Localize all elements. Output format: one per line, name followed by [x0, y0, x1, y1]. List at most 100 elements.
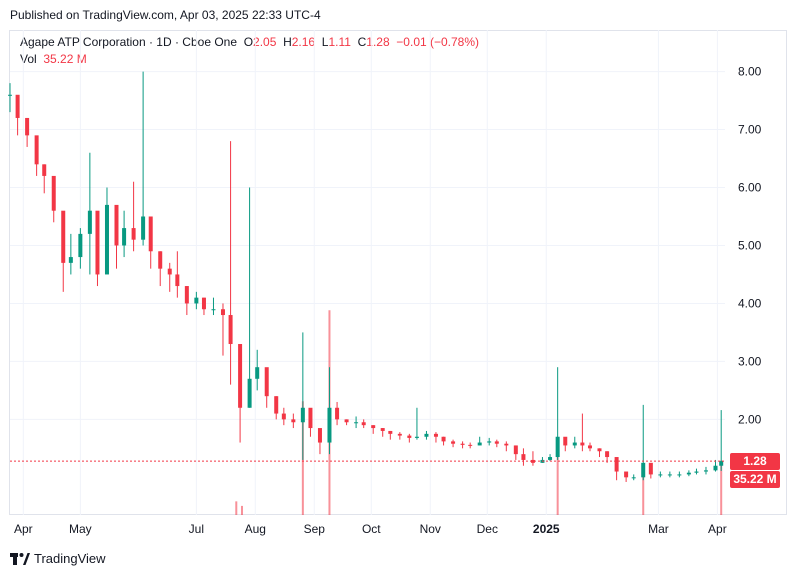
candle-body — [8, 94, 12, 96]
candle-body — [388, 430, 393, 434]
candle-body — [548, 457, 553, 460]
candle-body — [25, 117, 30, 136]
time-axis: Apr May Jul Aug Sep Oct Nov Dec 2025 Mar Apr — [14, 522, 727, 536]
ohlc-legend: Agape ATP Corporation · 1D · Cboe One O2… — [20, 35, 479, 49]
candle-body — [572, 442, 577, 446]
candle-body — [255, 367, 260, 379]
high-value: 2.16 — [291, 35, 316, 49]
candle-body — [131, 228, 136, 240]
last-volume-badge: 35.22 M — [730, 471, 780, 489]
published-caption: Published on TradingView.com, Apr 03, 20… — [10, 8, 321, 22]
candle-body — [104, 204, 109, 275]
candle-body — [78, 233, 83, 258]
candle-body — [677, 474, 682, 476]
candle-body — [686, 472, 691, 475]
candle-body — [597, 448, 602, 452]
candle-body — [247, 378, 252, 408]
candle-body — [317, 428, 322, 443]
candle-body — [477, 442, 482, 446]
close-label: C — [357, 35, 367, 49]
candle-body — [274, 396, 279, 414]
volume-bar — [240, 505, 243, 515]
footer-brand[interactable]: TradingView — [10, 551, 106, 566]
x-tick-label: May — [69, 522, 92, 536]
candle-body — [281, 413, 286, 420]
candle-body — [414, 436, 419, 438]
candle-body — [264, 367, 269, 397]
candle-body — [220, 309, 225, 316]
candle-body — [300, 407, 305, 423]
candle-body — [308, 407, 313, 429]
change-value: −0.01 (−0.78%) — [396, 35, 480, 49]
volume-bar — [720, 460, 723, 515]
candle-body — [468, 444, 473, 446]
candle-body — [555, 436, 560, 458]
y-tick-label: 7.00 — [738, 123, 762, 137]
candle-body — [667, 474, 672, 476]
candle-body — [521, 454, 526, 460]
candle-body — [460, 443, 465, 445]
candle-body — [335, 407, 340, 420]
x-tick-label: Apr — [708, 522, 727, 536]
candle-body — [703, 470, 708, 472]
candle-body — [719, 461, 724, 466]
candle-body — [141, 216, 146, 240]
x-tick-label: 2025 — [533, 522, 560, 536]
y-tick-label: 4.00 — [738, 296, 762, 310]
y-tick-label: 5.00 — [738, 238, 762, 252]
tradingview-logo-icon — [10, 552, 30, 565]
candles — [8, 71, 724, 482]
last-price-badge: 1.28 — [730, 453, 780, 471]
candle-body — [371, 425, 376, 429]
candle-body — [424, 433, 429, 437]
symbol-title: Agape ATP Corporation · 1D · Cboe One — [20, 35, 238, 49]
x-tick-label: Oct — [362, 522, 381, 536]
candle-body — [327, 407, 332, 443]
open-value: 2.05 — [253, 35, 277, 49]
candle-body — [563, 436, 568, 446]
x-tick-label: Jul — [189, 522, 204, 536]
candle-body — [42, 164, 47, 176]
y-tick-label: 8.00 — [738, 65, 762, 79]
volume-value: 35.22 M — [43, 52, 87, 66]
candle-body — [624, 471, 629, 478]
candle-body — [380, 428, 385, 431]
x-tick-label: Apr — [14, 522, 33, 536]
candle-body — [15, 94, 20, 118]
candle-body — [228, 315, 233, 345]
candle-body — [122, 228, 127, 246]
candle-body — [201, 297, 206, 310]
candle-body — [631, 477, 636, 479]
brand-name: TradingView — [34, 551, 106, 566]
volume-bar — [235, 501, 238, 515]
gridlines — [10, 30, 725, 515]
candle-body — [34, 135, 39, 165]
volume-bar — [642, 474, 645, 515]
candle-body — [194, 297, 199, 304]
x-tick-label: Nov — [420, 522, 441, 536]
candle-body — [87, 210, 92, 234]
chart-frame — [9, 30, 787, 515]
volume-bars — [235, 310, 723, 515]
candle-body — [407, 435, 412, 438]
candle-body — [504, 443, 509, 446]
candle-body — [95, 210, 100, 275]
candle-body — [587, 445, 592, 449]
candle-body — [175, 274, 180, 287]
candle-body — [148, 216, 153, 252]
y-tick-label: 2.00 — [738, 412, 762, 426]
candle-body — [494, 441, 499, 444]
volume-legend: Vol 35.22 M — [20, 52, 87, 66]
candle-body — [648, 462, 653, 475]
candle-body — [114, 204, 119, 246]
candle-body — [451, 441, 456, 444]
candle-body — [713, 465, 718, 471]
volume-bar — [556, 455, 559, 515]
candle-body — [658, 474, 663, 476]
x-tick-label: Aug — [245, 522, 266, 536]
candle-body — [487, 441, 492, 443]
candle-body — [513, 445, 518, 455]
x-tick-label: Mar — [648, 522, 669, 536]
volume-label: Vol — [20, 52, 37, 66]
